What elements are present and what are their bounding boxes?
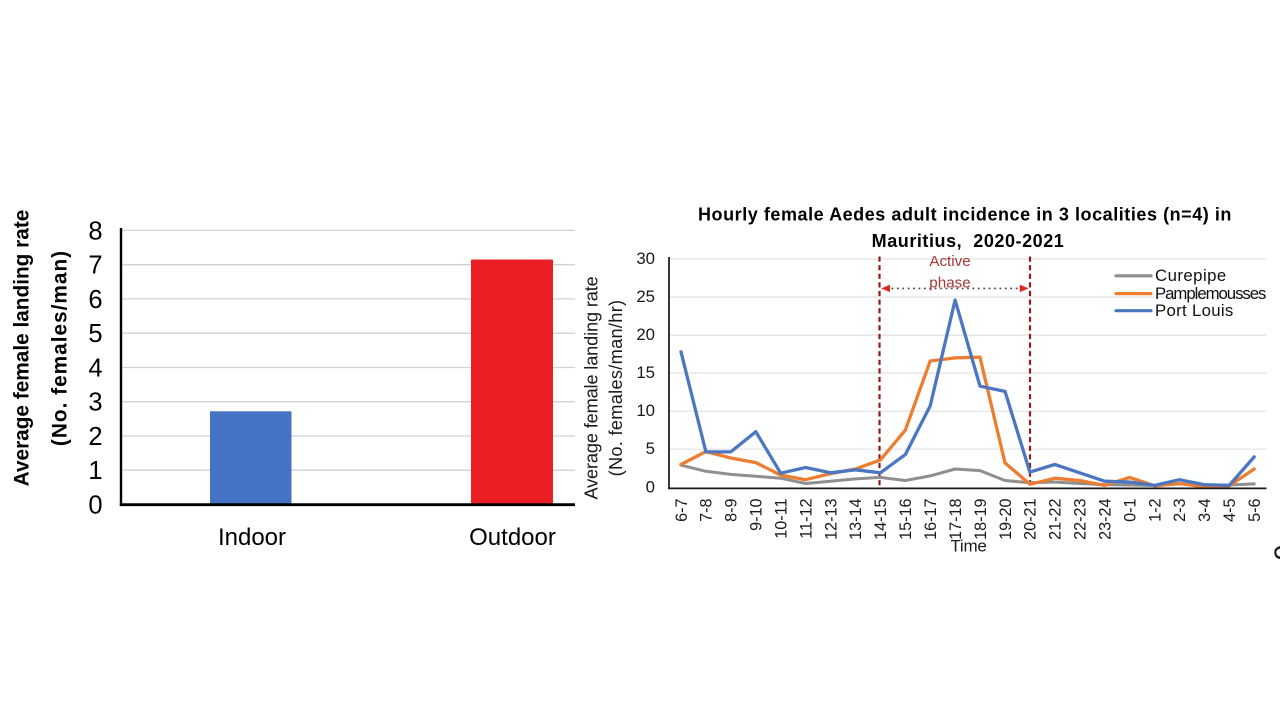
svg-text:0: 0: [1270, 544, 1280, 560]
svg-text:Indoor: Indoor: [218, 524, 286, 551]
svg-text:2: 2: [88, 423, 102, 451]
svg-text:0: 0: [646, 477, 655, 496]
svg-text:17-18: 17-18: [947, 499, 965, 540]
svg-text:19-20: 19-20: [997, 499, 1015, 540]
svg-text:9-10: 9-10: [748, 499, 766, 531]
svg-text:16-17: 16-17: [922, 499, 940, 540]
svg-text:0: 0: [88, 491, 102, 519]
svg-text:Hourly female Aedes adult inci: Hourly female Aedes adult incidence in 3…: [698, 205, 1232, 225]
svg-text:15-16: 15-16: [897, 499, 915, 540]
svg-text:23-24: 23-24: [1096, 499, 1114, 540]
svg-text:15: 15: [636, 363, 655, 382]
svg-text:10-11: 10-11: [773, 499, 791, 539]
svg-text:5: 5: [88, 320, 102, 348]
svg-text:Mauritius, 2020-2021: Mauritius, 2020-2021: [872, 231, 1065, 251]
svg-text:11-12: 11-12: [797, 499, 815, 539]
svg-text:5: 5: [646, 439, 655, 458]
svg-text:8-9: 8-9: [723, 499, 741, 522]
svg-text:2-3: 2-3: [1171, 499, 1189, 522]
svg-text:Curepipe: Curepipe: [1155, 266, 1227, 285]
svg-text:1-2: 1-2: [1146, 499, 1164, 522]
svg-text:6-7: 6-7: [673, 499, 691, 522]
svg-text:21-22: 21-22: [1047, 499, 1065, 540]
svg-text:12-13: 12-13: [822, 499, 840, 540]
svg-text:(No. females/man): (No. females/man): [48, 250, 71, 446]
svg-text:3: 3: [88, 389, 102, 417]
svg-text:25: 25: [636, 287, 655, 306]
svg-text:7-8: 7-8: [698, 499, 716, 522]
svg-text:4-5: 4-5: [1221, 499, 1239, 522]
svg-text:Average female landing rate: Average female landing rate: [582, 276, 602, 499]
svg-text:Outdoor: Outdoor: [469, 524, 556, 551]
svg-text:6: 6: [88, 286, 102, 314]
svg-text:7: 7: [88, 252, 102, 280]
svg-text:Average female landing rate: Average female landing rate: [11, 210, 34, 487]
svg-text:phase: phase: [929, 275, 970, 292]
svg-text:1: 1: [88, 457, 102, 485]
svg-text:8: 8: [88, 217, 102, 245]
svg-text:20-21: 20-21: [1022, 499, 1040, 540]
svg-text:22-23: 22-23: [1072, 499, 1090, 540]
svg-text:(No. females/man/hr): (No. females/man/hr): [606, 300, 626, 477]
svg-text:Port Louis: Port Louis: [1155, 301, 1234, 320]
svg-text:Active: Active: [929, 253, 970, 270]
svg-text:Pamplemousses: Pamplemousses: [1155, 284, 1266, 303]
svg-text:5-6: 5-6: [1246, 499, 1264, 522]
svg-text:3-4: 3-4: [1196, 499, 1214, 522]
svg-text:13-14: 13-14: [847, 499, 865, 540]
svg-text:4: 4: [88, 354, 102, 382]
svg-text:Time: Time: [950, 537, 986, 556]
svg-text:14-15: 14-15: [872, 499, 890, 540]
svg-text:10: 10: [636, 401, 655, 420]
svg-text:0-1: 0-1: [1121, 499, 1139, 522]
svg-text:18-19: 18-19: [972, 499, 990, 540]
svg-text:20: 20: [636, 325, 655, 344]
svg-text:30: 30: [636, 249, 655, 268]
